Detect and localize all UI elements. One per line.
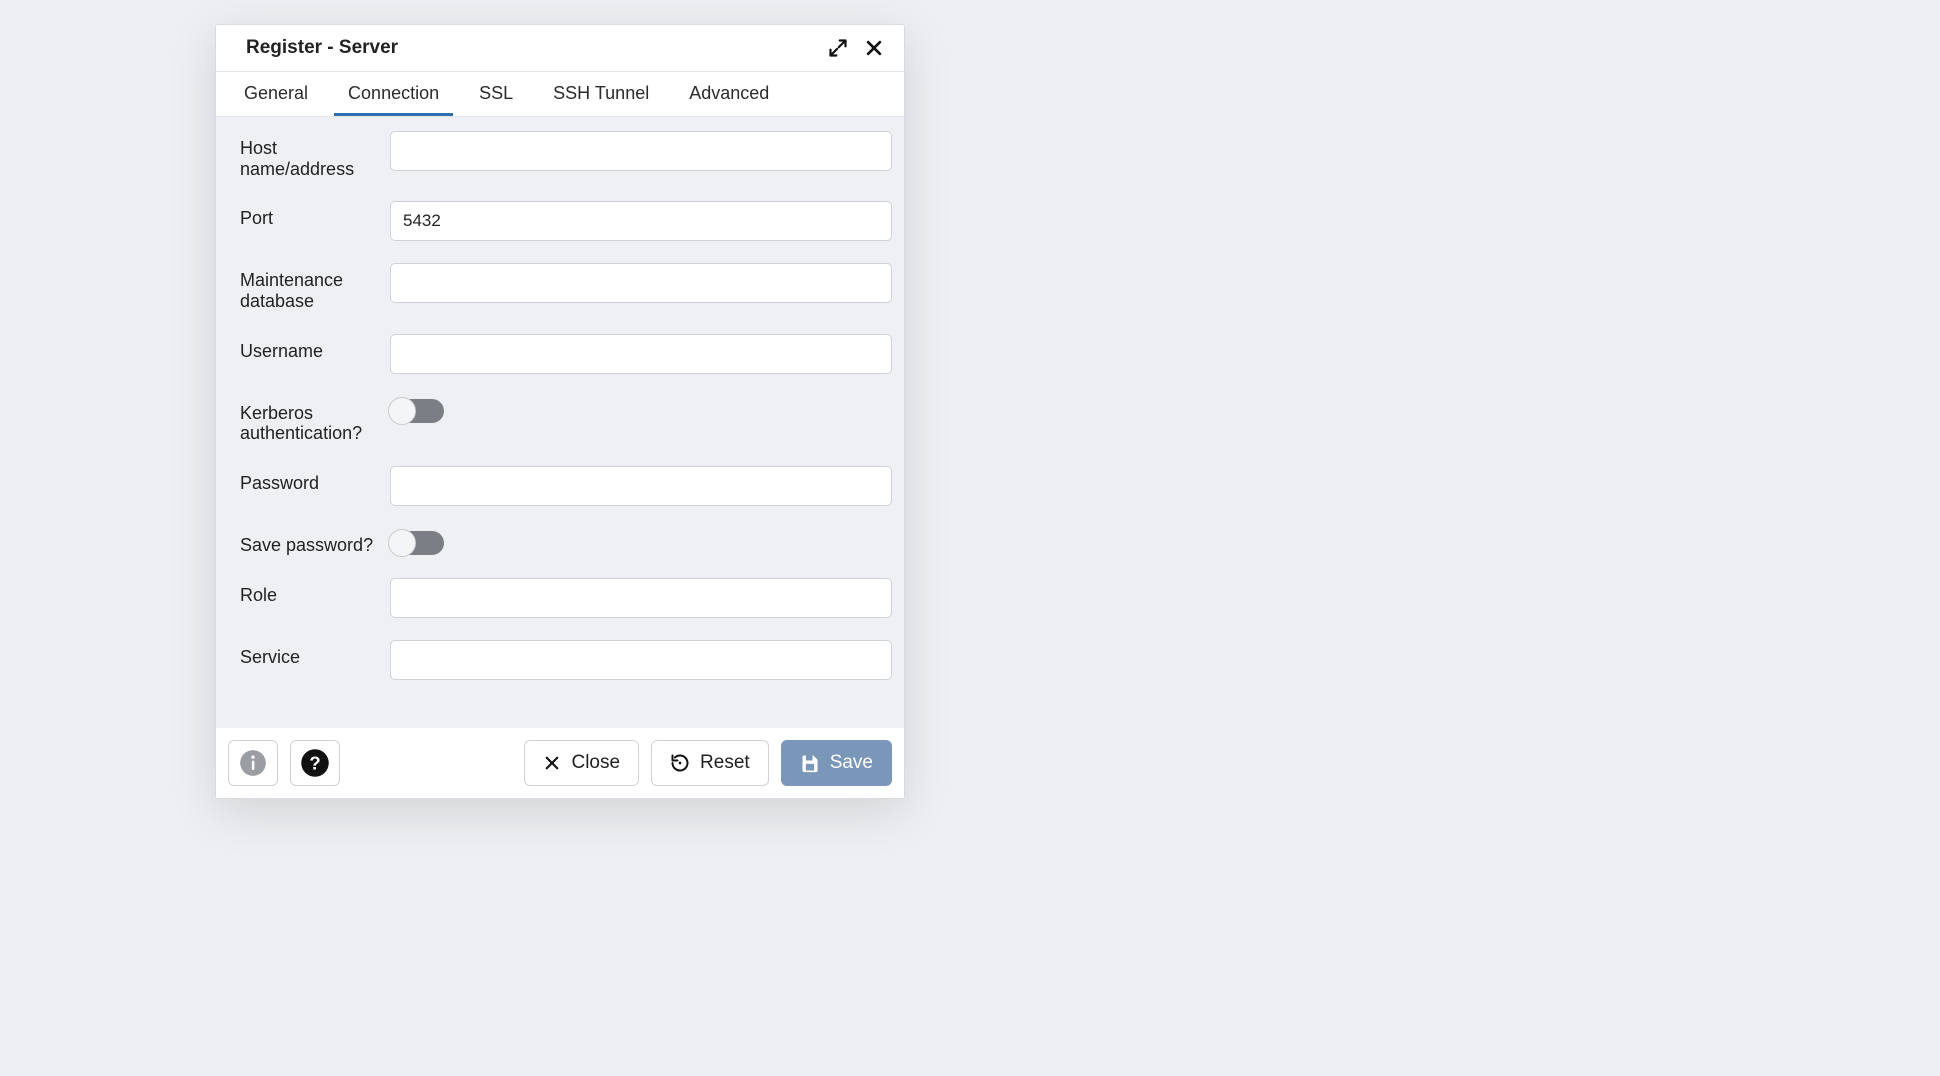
reset-icon (670, 753, 690, 773)
field-row-port: Port (228, 201, 892, 241)
reset-button-label: Reset (700, 752, 750, 774)
field-row-username: Username (228, 334, 892, 374)
save-icon (800, 753, 820, 773)
dialog-tabs: General Connection SSL SSH Tunnel Advanc… (216, 72, 904, 117)
reset-button[interactable]: Reset (651, 740, 769, 786)
host-label: Host name/address (228, 131, 390, 179)
save-button[interactable]: Save (781, 740, 892, 786)
close-icon[interactable] (864, 38, 884, 58)
service-label: Service (228, 640, 390, 668)
dialog-title: Register - Server (246, 37, 398, 59)
expand-icon[interactable] (828, 38, 848, 58)
port-input[interactable] (390, 201, 892, 241)
kerberos-toggle[interactable] (390, 399, 444, 423)
info-button[interactable] (228, 740, 278, 786)
dialog-titlebar: Register - Server (216, 25, 904, 72)
tab-connection[interactable]: Connection (334, 72, 453, 116)
close-button-x-icon (543, 754, 561, 772)
username-label: Username (228, 334, 390, 362)
username-input[interactable] (390, 334, 892, 374)
tab-ssh-tunnel[interactable]: SSH Tunnel (539, 72, 663, 116)
field-row-maintenance-db: Maintenance database (228, 263, 892, 311)
service-input[interactable] (390, 640, 892, 680)
password-label: Password (228, 466, 390, 494)
port-label: Port (228, 201, 390, 229)
dialog-footer: ? Close Reset (216, 728, 904, 798)
host-input[interactable] (390, 131, 892, 171)
save-password-toggle[interactable] (390, 531, 444, 555)
svg-text:?: ? (309, 752, 320, 773)
field-row-password: Password (228, 466, 892, 506)
field-row-save-password: Save password? (228, 528, 892, 556)
maintenance-db-input[interactable] (390, 263, 892, 303)
close-button[interactable]: Close (524, 740, 639, 786)
field-row-host: Host name/address (228, 131, 892, 179)
save-password-label: Save password? (228, 528, 390, 556)
role-label: Role (228, 578, 390, 606)
field-row-service: Service (228, 640, 892, 680)
tab-ssl[interactable]: SSL (465, 72, 527, 116)
field-row-kerberos: Kerberos authentication? (228, 396, 892, 444)
kerberos-label: Kerberos authentication? (228, 396, 390, 444)
help-button[interactable]: ? (290, 740, 340, 786)
tab-general[interactable]: General (230, 72, 322, 116)
password-input[interactable] (390, 466, 892, 506)
titlebar-controls (828, 38, 884, 58)
role-input[interactable] (390, 578, 892, 618)
dialog-body: Host name/address Port Maintenance datab… (216, 117, 904, 728)
close-button-label: Close (571, 752, 620, 774)
maintenance-db-label: Maintenance database (228, 263, 390, 311)
register-server-dialog: Register - Server General Connection SSL… (215, 24, 905, 799)
save-button-label: Save (830, 752, 873, 774)
field-row-role: Role (228, 578, 892, 618)
tab-advanced[interactable]: Advanced (675, 72, 783, 116)
